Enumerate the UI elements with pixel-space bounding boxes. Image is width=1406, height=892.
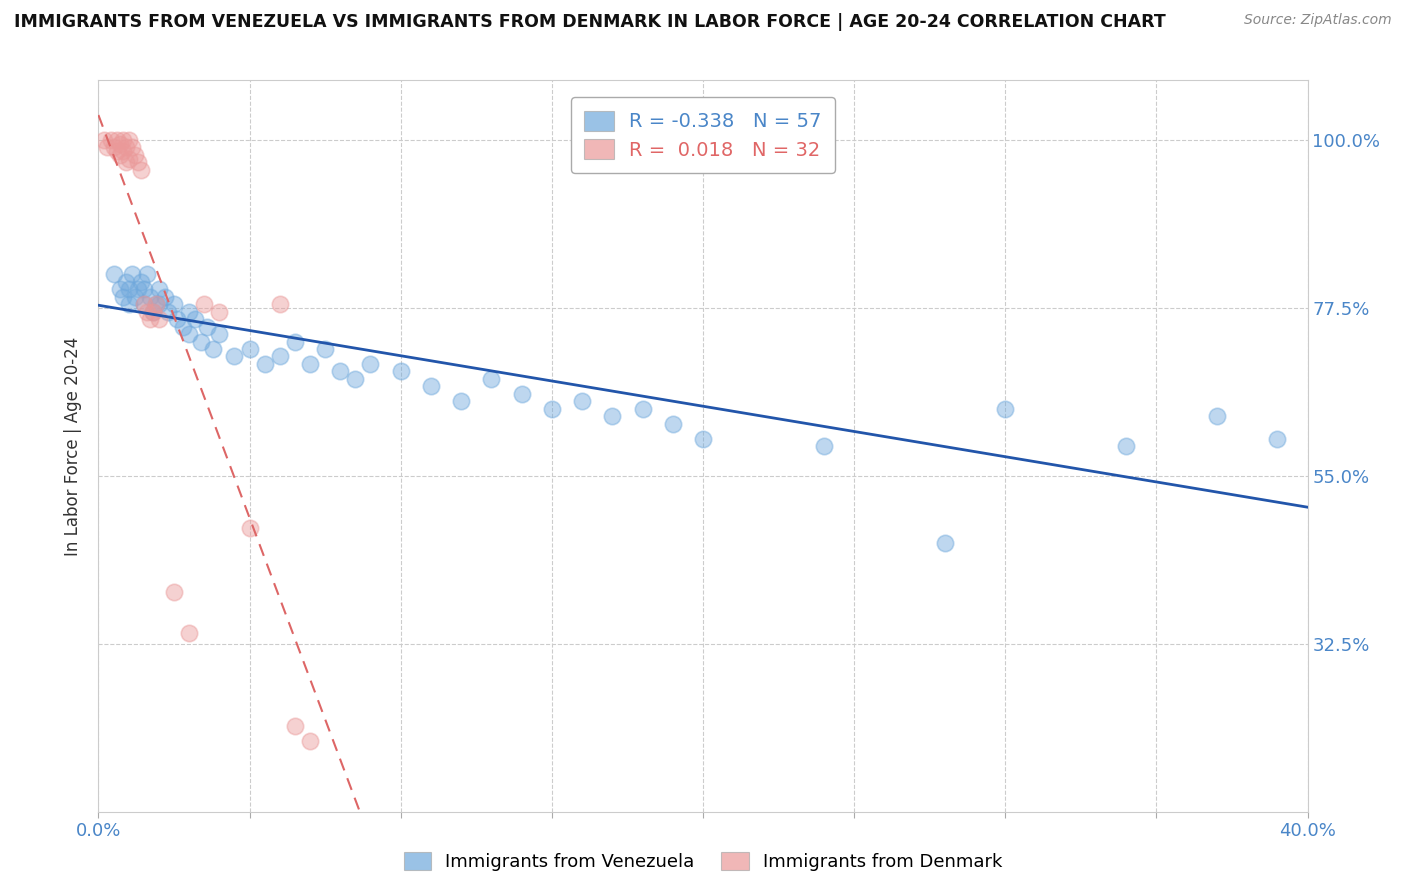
Point bbox=[1115, 439, 1137, 453]
Point bbox=[360, 357, 382, 371]
Point bbox=[208, 326, 231, 341]
Point bbox=[481, 372, 503, 386]
Point bbox=[510, 386, 533, 401]
Point bbox=[253, 357, 276, 371]
Point bbox=[661, 417, 683, 431]
Point bbox=[184, 312, 207, 326]
Point bbox=[179, 304, 201, 318]
Point bbox=[121, 140, 143, 154]
Point bbox=[103, 268, 125, 282]
Point bbox=[124, 290, 146, 304]
Point bbox=[934, 536, 956, 550]
Point bbox=[114, 140, 136, 154]
Point bbox=[299, 357, 322, 371]
Point bbox=[114, 275, 136, 289]
Point bbox=[118, 152, 141, 166]
Point bbox=[208, 304, 231, 318]
Point bbox=[166, 312, 188, 326]
Point bbox=[540, 401, 562, 416]
Point bbox=[329, 364, 352, 378]
Point bbox=[145, 297, 167, 311]
Point bbox=[96, 140, 118, 154]
Point bbox=[118, 297, 141, 311]
Point bbox=[118, 133, 141, 147]
Text: IMMIGRANTS FROM VENEZUELA VS IMMIGRANTS FROM DENMARK IN LABOR FORCE | AGE 20-24 : IMMIGRANTS FROM VENEZUELA VS IMMIGRANTS … bbox=[14, 13, 1166, 31]
Point bbox=[148, 297, 170, 311]
Point bbox=[1267, 432, 1289, 446]
Point bbox=[314, 342, 336, 356]
Point bbox=[108, 282, 131, 296]
Point bbox=[202, 342, 225, 356]
Point bbox=[153, 290, 176, 304]
Point bbox=[172, 319, 194, 334]
Point bbox=[179, 625, 201, 640]
Point bbox=[139, 312, 162, 326]
Point bbox=[108, 148, 131, 162]
Point bbox=[105, 144, 128, 158]
Point bbox=[239, 342, 262, 356]
Point bbox=[344, 372, 367, 386]
Point bbox=[1206, 409, 1229, 424]
Point bbox=[100, 133, 122, 147]
Point bbox=[148, 282, 170, 296]
Point bbox=[127, 282, 149, 296]
Point bbox=[132, 297, 155, 311]
Text: Source: ZipAtlas.com: Source: ZipAtlas.com bbox=[1244, 13, 1392, 28]
Point bbox=[239, 521, 262, 535]
Point bbox=[163, 584, 186, 599]
Legend: Immigrants from Venezuela, Immigrants from Denmark: Immigrants from Venezuela, Immigrants fr… bbox=[396, 845, 1010, 879]
Point bbox=[224, 350, 246, 364]
Point bbox=[269, 297, 291, 311]
Point bbox=[195, 319, 218, 334]
Point bbox=[284, 334, 307, 349]
Point bbox=[450, 394, 472, 409]
Point bbox=[179, 326, 201, 341]
Point bbox=[193, 297, 215, 311]
Point bbox=[269, 350, 291, 364]
Legend: R = -0.338   N = 57, R =  0.018   N = 32: R = -0.338 N = 57, R = 0.018 N = 32 bbox=[571, 97, 835, 173]
Point bbox=[93, 133, 115, 147]
Point bbox=[135, 268, 157, 282]
Point bbox=[139, 290, 162, 304]
Point bbox=[571, 394, 593, 409]
Point bbox=[114, 155, 136, 169]
Point bbox=[299, 734, 322, 748]
Point bbox=[111, 290, 134, 304]
Point bbox=[631, 401, 654, 416]
Point bbox=[148, 312, 170, 326]
Point bbox=[190, 334, 212, 349]
Point bbox=[813, 439, 835, 453]
Point bbox=[389, 364, 412, 378]
Point bbox=[156, 304, 179, 318]
Point bbox=[284, 719, 307, 733]
Point bbox=[127, 155, 149, 169]
Point bbox=[121, 268, 143, 282]
Point bbox=[111, 133, 134, 147]
Point bbox=[132, 297, 155, 311]
Point bbox=[994, 401, 1017, 416]
Point bbox=[142, 304, 165, 318]
Point bbox=[129, 162, 152, 177]
Point bbox=[420, 379, 443, 393]
Point bbox=[124, 148, 146, 162]
Point bbox=[135, 304, 157, 318]
Point bbox=[103, 140, 125, 154]
Point bbox=[129, 275, 152, 289]
Point bbox=[118, 282, 141, 296]
Point bbox=[111, 144, 134, 158]
Point bbox=[163, 297, 186, 311]
Point bbox=[145, 297, 167, 311]
Point bbox=[132, 282, 155, 296]
Point bbox=[692, 432, 714, 446]
Point bbox=[602, 409, 624, 424]
Point bbox=[105, 133, 128, 147]
Point bbox=[108, 136, 131, 151]
Y-axis label: In Labor Force | Age 20-24: In Labor Force | Age 20-24 bbox=[65, 336, 83, 556]
Point bbox=[142, 304, 165, 318]
